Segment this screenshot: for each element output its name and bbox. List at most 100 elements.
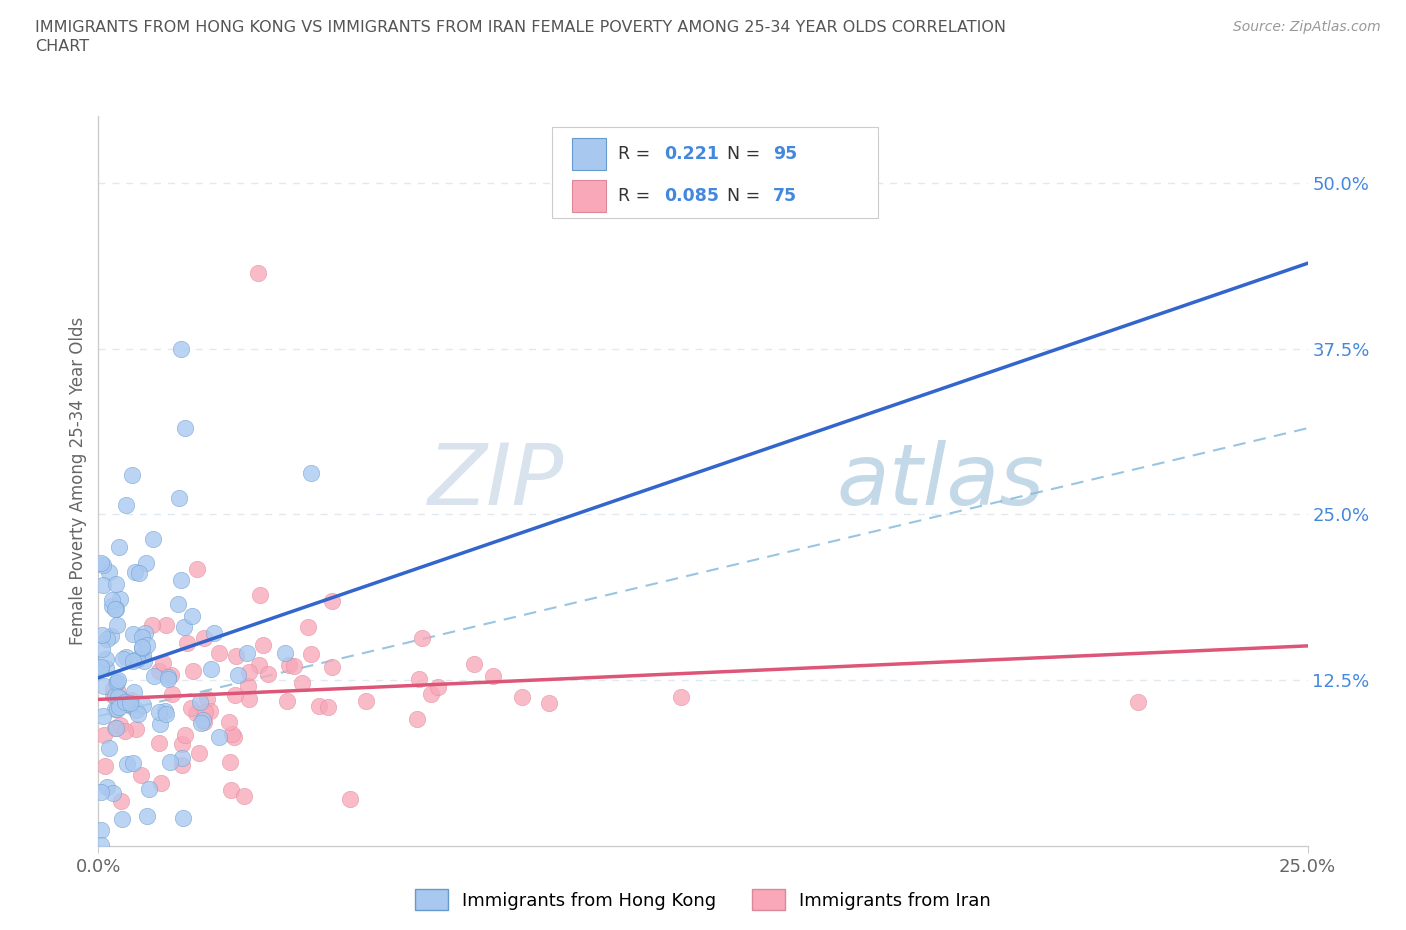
Text: N =: N = [727, 187, 766, 206]
Point [90, 661, 112, 676]
Point [277, 658, 299, 672]
Point [135, 555, 157, 570]
Point [176, 636, 198, 651]
Point [98, 740, 121, 755]
Point [90, 659, 112, 674]
Text: 95: 95 [773, 145, 797, 164]
Point [252, 638, 274, 653]
Point [91, 558, 114, 573]
Point [94, 759, 117, 774]
Point [339, 791, 361, 806]
Point [105, 683, 128, 698]
Point [131, 630, 153, 644]
Point [134, 654, 156, 669]
Point [218, 714, 240, 729]
Point [172, 737, 194, 751]
Point [181, 609, 204, 624]
Point [283, 658, 305, 673]
Point [136, 638, 159, 653]
Point [299, 646, 322, 661]
Point [105, 618, 128, 632]
Point [321, 593, 343, 608]
Text: 0.085: 0.085 [664, 187, 720, 206]
Point [121, 467, 143, 482]
Point [131, 641, 153, 656]
Point [155, 703, 177, 718]
Point [193, 715, 215, 730]
Point [120, 699, 142, 714]
Point [101, 598, 124, 613]
Point [157, 671, 180, 686]
Point [90, 785, 112, 800]
Point [238, 691, 260, 706]
Point [308, 698, 330, 713]
Point [93, 728, 115, 743]
Point [114, 695, 136, 710]
Point [101, 592, 124, 607]
Point [148, 664, 170, 679]
Point [110, 718, 132, 733]
Point [297, 619, 319, 634]
Point [114, 723, 136, 737]
Point [426, 680, 449, 695]
Point [219, 755, 242, 770]
Point [172, 758, 194, 773]
Point [299, 466, 322, 481]
Point [202, 626, 225, 641]
Point [408, 671, 430, 686]
Point [411, 631, 433, 645]
Point [128, 565, 150, 580]
Point [190, 715, 212, 730]
Point [101, 688, 124, 703]
Point [180, 700, 202, 715]
Point [159, 754, 181, 769]
Point [104, 721, 127, 736]
Point [463, 657, 485, 671]
Point [406, 711, 429, 726]
FancyBboxPatch shape [551, 127, 879, 219]
Point [194, 704, 217, 719]
Point [274, 645, 297, 660]
Point [208, 645, 231, 660]
Point [105, 702, 128, 717]
Point [249, 588, 271, 603]
Text: atlas: atlas [837, 440, 1045, 523]
Point [104, 721, 127, 736]
Point [195, 692, 218, 707]
Point [155, 706, 177, 721]
Point [118, 696, 141, 711]
Point [200, 704, 222, 719]
Point [90, 822, 112, 837]
Legend: Immigrants from Hong Kong, Immigrants from Iran: Immigrants from Hong Kong, Immigrants fr… [408, 882, 998, 917]
Point [173, 727, 195, 742]
Point [188, 695, 211, 710]
Point [124, 565, 146, 579]
Point [122, 627, 145, 642]
Point [100, 629, 122, 644]
Point [510, 690, 533, 705]
Point [125, 721, 148, 736]
Point [225, 648, 247, 663]
Point [671, 689, 693, 704]
Point [172, 811, 194, 826]
Point [235, 645, 257, 660]
Point [221, 726, 243, 741]
Point [90, 555, 112, 570]
Point [132, 647, 155, 662]
Point [98, 565, 121, 579]
Point [169, 341, 191, 356]
Point [166, 597, 188, 612]
Point [111, 812, 134, 827]
Point [104, 689, 127, 704]
Point [115, 650, 138, 665]
Point [125, 703, 148, 718]
Point [537, 696, 560, 711]
Point [105, 577, 128, 591]
Text: IMMIGRANTS FROM HONG KONG VS IMMIGRANTS FROM IRAN FEMALE POVERTY AMONG 25-34 YEA: IMMIGRANTS FROM HONG KONG VS IMMIGRANTS … [35, 20, 1007, 35]
Point [91, 578, 114, 592]
Point [111, 652, 134, 667]
Point [226, 668, 249, 683]
Point [93, 678, 115, 693]
Point [200, 661, 222, 676]
Point [138, 781, 160, 796]
